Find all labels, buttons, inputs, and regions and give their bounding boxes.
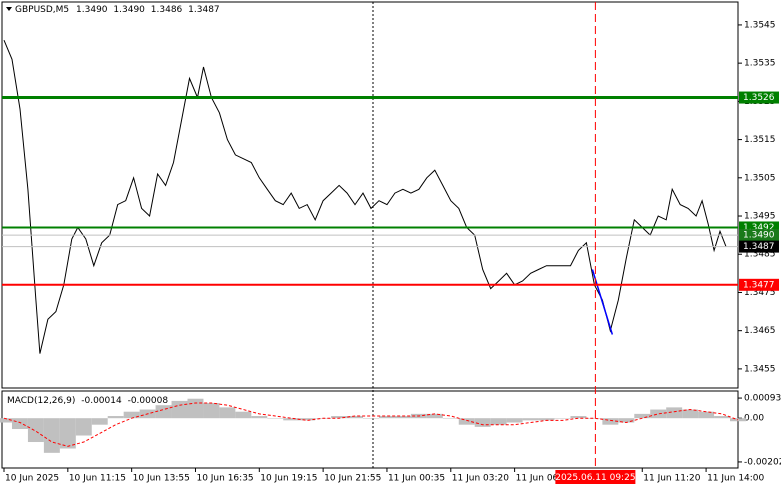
macd-bar — [43, 418, 60, 453]
price-line — [3, 40, 727, 354]
macd-bar — [586, 418, 603, 419]
x-tick-label: 11 Jun 06:00 — [516, 474, 573, 484]
macd-bar — [682, 409, 699, 419]
macd-frame — [1, 390, 739, 469]
y-tick-label: 1.3495 — [744, 212, 776, 222]
macd-bar — [618, 418, 635, 423]
macd-bar — [650, 409, 667, 419]
y-tick-label: 1.3535 — [744, 59, 776, 69]
macd-bar — [490, 418, 507, 425]
macd-header: MACD(12,26,9) -0.00014 -0.00008 — [7, 396, 168, 406]
y-tick-label: 1.3485 — [744, 250, 776, 260]
macd-reading: -0.00014 — [81, 396, 122, 406]
macd-bar — [442, 418, 459, 419]
x-tick-label: 10 Jun 11:15 — [69, 474, 126, 484]
x-tick-label: 11 Jun 00:35 — [388, 474, 445, 484]
macd-bar — [267, 418, 284, 419]
level-tag-label: 1.3526 — [743, 93, 775, 103]
y-tick-label: 1.3465 — [744, 326, 776, 336]
y-tick-label: 0.00 — [744, 414, 764, 424]
macd-bar — [554, 418, 571, 419]
macd-bar — [171, 400, 188, 419]
macd-bar — [347, 416, 364, 419]
macd-bar — [0, 418, 12, 423]
y-tick-label: 1.3515 — [744, 135, 776, 145]
x-tick-label: 11 Jun 11:20 — [643, 474, 700, 484]
macd-bar — [522, 418, 539, 421]
macd-bar — [714, 416, 731, 419]
macd-bar — [91, 418, 108, 425]
y-tick-label: 1.3475 — [744, 288, 776, 298]
macd-bar — [283, 418, 300, 421]
macd-bar — [59, 418, 76, 449]
macd-bar — [299, 418, 316, 421]
level-tag-label: 1.3477 — [743, 280, 775, 290]
x-tick-label: 10 Jun 21:55 — [324, 474, 381, 484]
macd-bar — [634, 413, 651, 419]
x-tick-label: 10 Jun 16:35 — [196, 474, 253, 484]
macd-bar — [123, 411, 140, 419]
level-tag-label: 1.3487 — [743, 242, 775, 252]
main-frame — [1, 1, 739, 389]
macd-bar — [187, 398, 204, 419]
macd-bar — [203, 403, 220, 419]
y-tick-label: -0.00202 — [744, 457, 781, 467]
x-tick-label: 11 Jun 03:20 — [452, 474, 509, 484]
symbol: GBPUSD,M5 — [15, 5, 69, 15]
x-tick-label: 11 Jun 14:00 — [707, 474, 764, 484]
ohlc-close: 1.3487 — [188, 5, 220, 15]
y-tick-label: 1.3505 — [744, 173, 776, 183]
macd-bar — [506, 418, 523, 423]
macd-bar — [602, 418, 619, 425]
macd-bar — [363, 418, 379, 419]
macd-bar — [27, 418, 44, 443]
level-tag — [739, 278, 779, 291]
menu-triangle — [6, 7, 12, 11]
macd-bar — [235, 411, 252, 419]
x-tick-label: 10 Jun 13:55 — [133, 474, 190, 484]
macd-title: MACD(12,26,9) — [7, 396, 75, 406]
crosshair-tag — [555, 470, 636, 484]
signal-reading: -0.00008 — [128, 396, 169, 406]
level-tag — [739, 91, 779, 104]
macd-bar — [570, 416, 587, 419]
macd-bar — [107, 416, 124, 419]
macd-bar — [11, 418, 28, 430]
level-tag — [739, 229, 779, 242]
macd-bar — [458, 418, 475, 425]
macd-bar — [698, 411, 715, 419]
x-tick-label: 10 Jun 2025 — [5, 474, 59, 484]
header: GBPUSD,M5 1.3490 1.3490 1.3486 1.3487 — [15, 5, 220, 15]
macd-bar — [155, 405, 172, 419]
macd-bar — [331, 416, 348, 419]
signal-line — [3, 402, 739, 447]
ohlc-high: 1.3490 — [113, 5, 145, 15]
ohlc-open: 1.3490 — [76, 5, 108, 15]
level-tag-label: 1.3490 — [743, 231, 775, 241]
macd-bar — [75, 418, 92, 436]
macd-bar — [219, 407, 236, 419]
macd-bar — [378, 416, 395, 419]
y-tick-label: 0.00093 — [744, 394, 781, 404]
x-tick-label: 10 Jun 19:15 — [260, 474, 317, 484]
macd-bar — [666, 407, 683, 419]
level-tag-label: 1.3492 — [743, 223, 775, 233]
crosshair-label: 2025.06.11 09:25 — [555, 473, 635, 483]
macd-bar — [394, 416, 411, 419]
macd-bar — [251, 416, 268, 419]
macd-bar — [426, 413, 443, 419]
y-tick-label: 1.3455 — [744, 364, 776, 374]
ohlc-low: 1.3486 — [151, 5, 183, 15]
level-tag — [739, 240, 779, 253]
y-tick-label: 1.3545 — [744, 20, 776, 30]
macd-bar — [474, 418, 491, 427]
macd-bar — [538, 418, 555, 421]
